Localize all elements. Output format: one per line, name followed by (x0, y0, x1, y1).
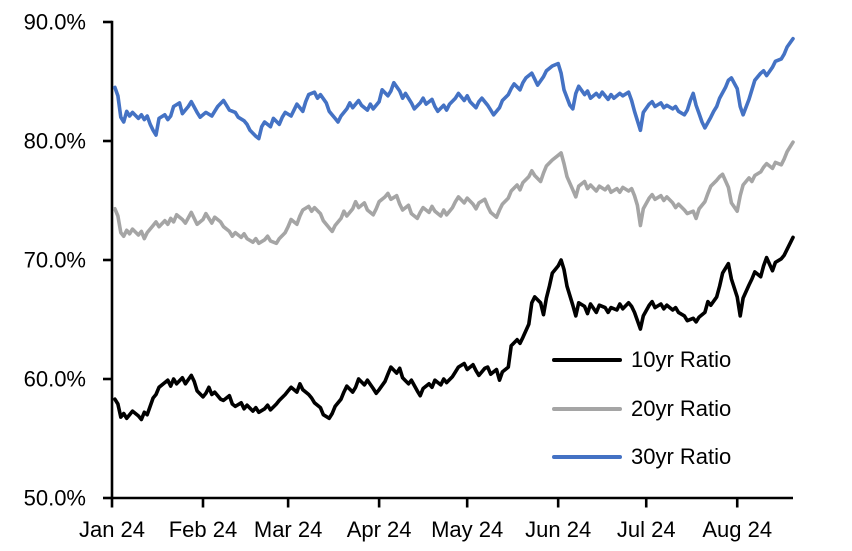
series-line-10yr-ratio (113, 235, 795, 422)
legend-label-20yr: 20yr Ratio (631, 395, 732, 421)
y-axis-tick-label: 90.0% (24, 10, 86, 35)
x-axis-tick-label: Jun 24 (525, 517, 591, 542)
y-axis-tick-label: 50.0% (24, 486, 86, 511)
legend-item-30yr-ratio: 30yr Ratio (552, 433, 731, 482)
legend-label-30yr: 30yr Ratio (631, 444, 732, 470)
legend-item-10yr-ratio: 10yr Ratio (552, 336, 731, 385)
x-axis-tick-label: May 24 (431, 517, 503, 542)
x-axis-tick-label: Apr 24 (347, 517, 412, 542)
legend-item-20yr-ratio: 20yr Ratio (552, 385, 731, 434)
legend-line-10yr (552, 358, 622, 363)
x-axis-tick-label: Feb 24 (169, 517, 238, 542)
y-axis-tick-label: 70.0% (24, 248, 86, 273)
y-axis-tick-label: 80.0% (24, 129, 86, 154)
series-line-30yr-ratio (113, 36, 795, 141)
legend-line-30yr (552, 455, 622, 460)
x-axis-tick-label: Jan 24 (79, 517, 145, 542)
x-axis-tick-label: Mar 24 (254, 517, 322, 542)
x-axis-tick-label: Jul 24 (617, 517, 676, 542)
chart-legend: 10yr Ratio 20yr Ratio 30yr Ratio (552, 336, 731, 482)
legend-line-20yr (552, 406, 622, 411)
y-axis-tick-label: 60.0% (24, 367, 86, 392)
series-line-20yr-ratio (113, 140, 795, 246)
legend-label-10yr: 10yr Ratio (631, 347, 732, 373)
x-axis-tick-label: Aug 24 (702, 517, 772, 542)
